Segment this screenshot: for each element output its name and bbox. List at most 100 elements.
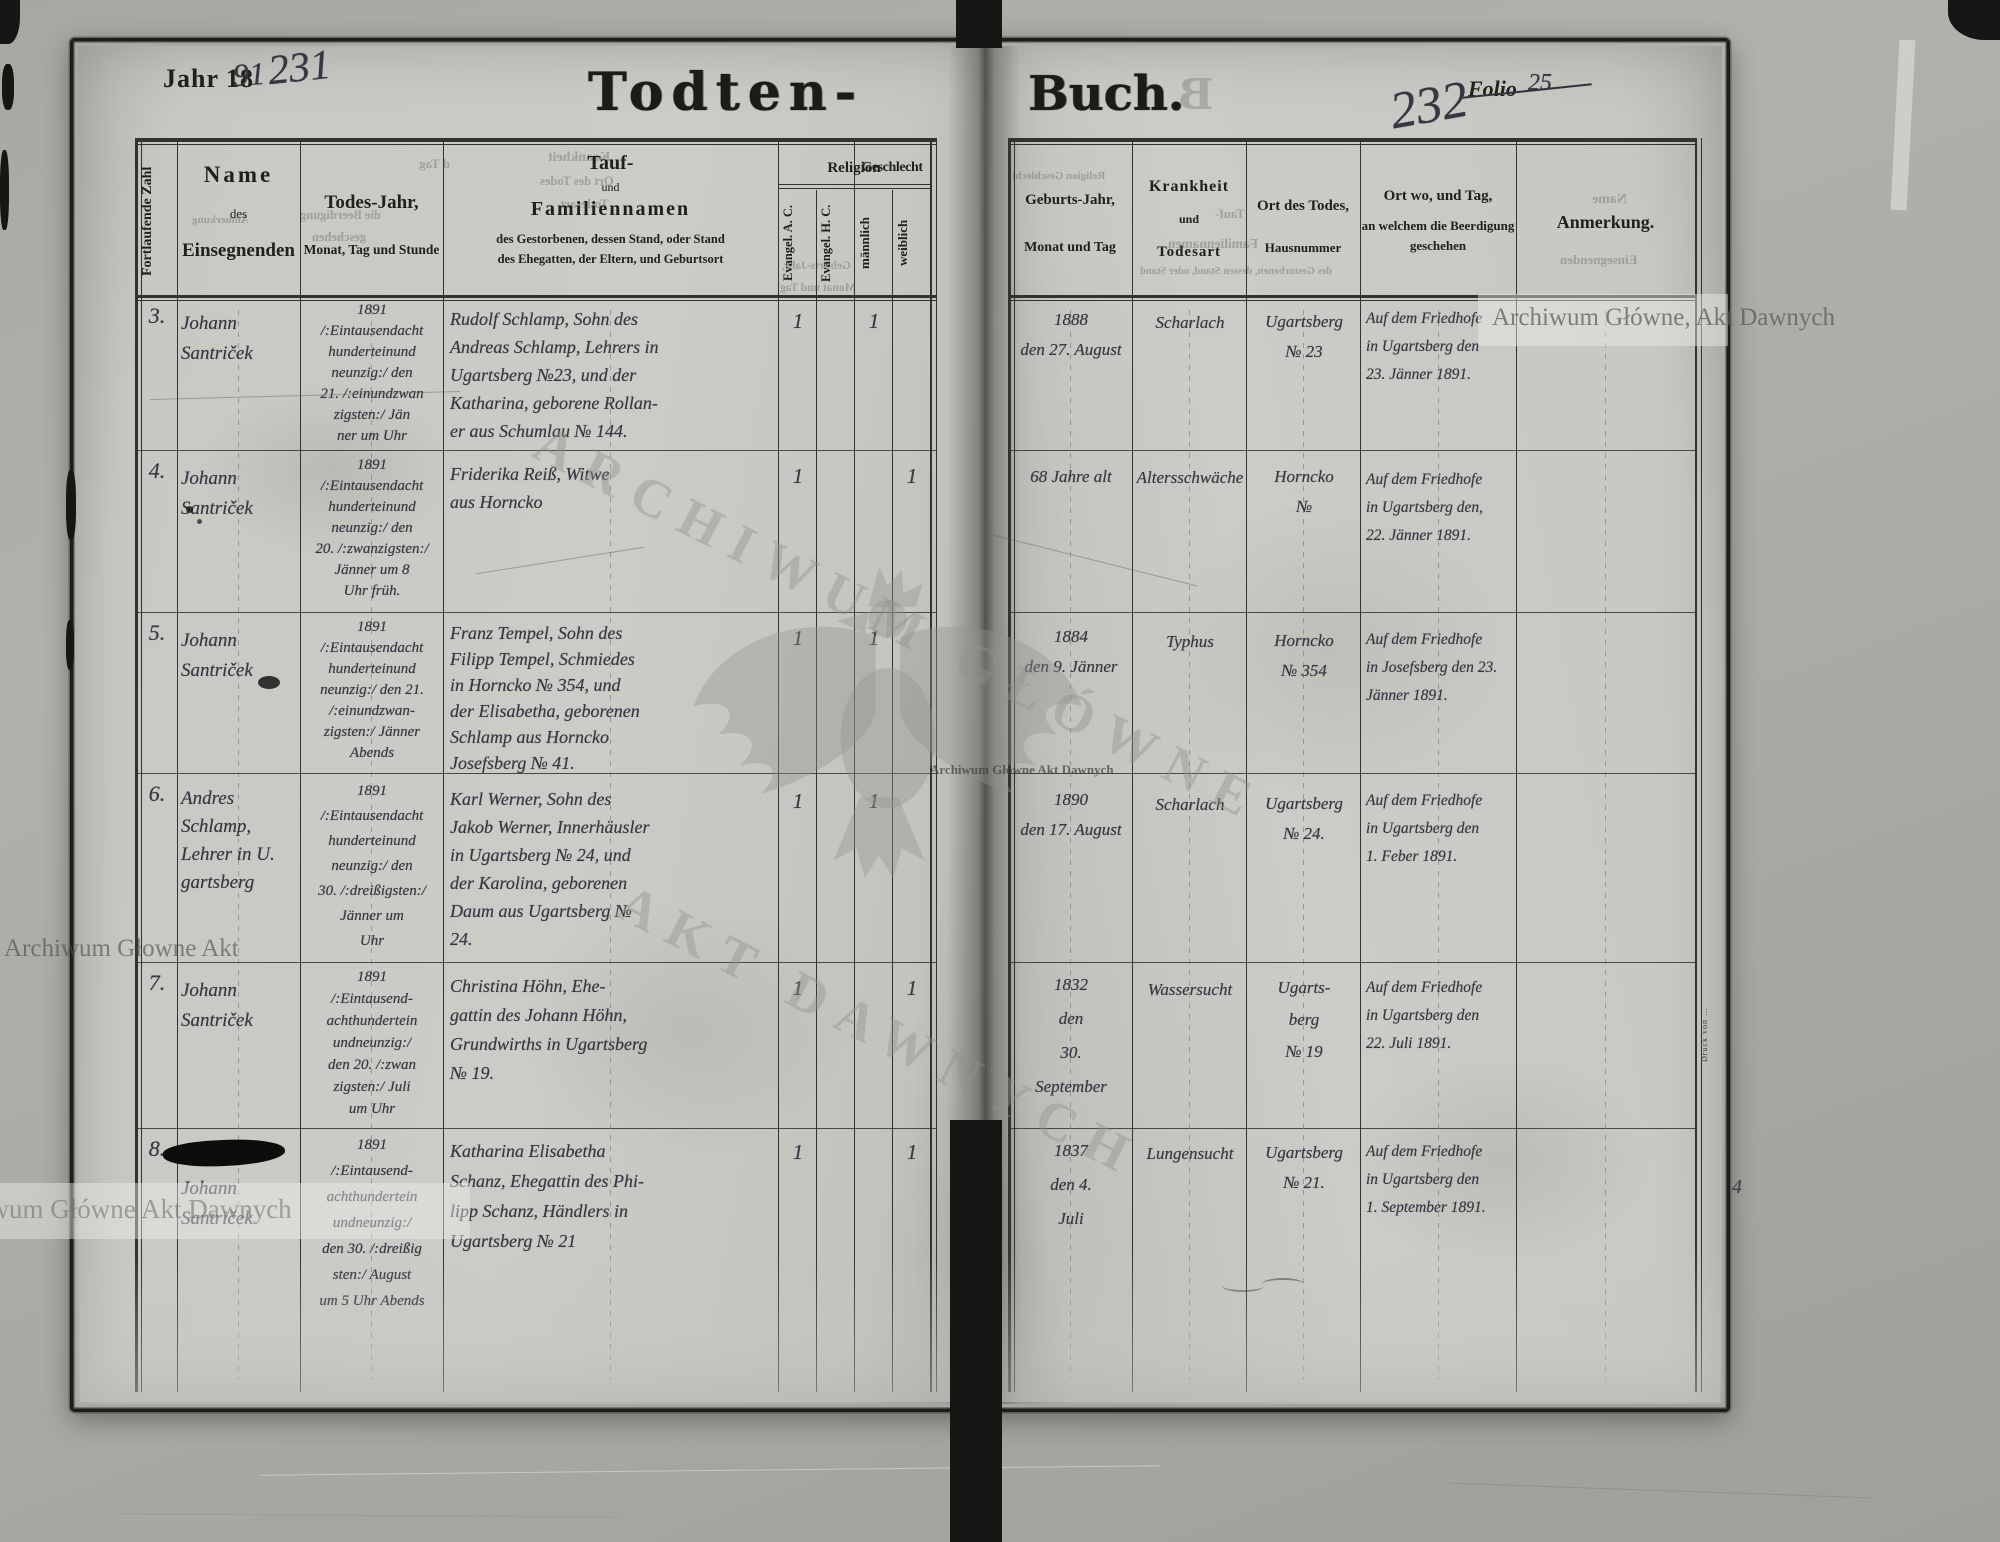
watermark-top-right: Archiwum Główne, Akt Dawnych bbox=[1492, 304, 1835, 331]
column-header-ort: Ort des Todes, bbox=[1256, 198, 1350, 214]
tick-evangel-ac: 1 bbox=[792, 464, 804, 488]
scan-edge-mark bbox=[2, 64, 14, 110]
cell-krankheit: Scharlach bbox=[1155, 795, 1225, 814]
column-header-zahl: Fortlaufende Zahl bbox=[140, 166, 155, 276]
cell-geburtsdatum: 1888 den 27. August bbox=[1020, 310, 1122, 359]
tick-maennlich: 1 bbox=[868, 309, 880, 333]
table-rule bbox=[1008, 962, 1695, 964]
scan-edge-mark bbox=[0, 150, 9, 230]
cell-ort-des-todes: Horncko № bbox=[1274, 467, 1334, 516]
cell-krankheit: Wassersucht bbox=[1147, 980, 1233, 999]
ghost-text: Religion Geschlecht bbox=[1012, 170, 1106, 182]
table-rule bbox=[135, 450, 936, 452]
column-header-ehegatten: des Ehegatten, der Eltern, und Geburtsor… bbox=[497, 252, 724, 266]
column-header-name: Name bbox=[203, 162, 274, 187]
table-rule bbox=[1516, 138, 1518, 1392]
table-rule bbox=[1008, 138, 1695, 142]
tick-weiblich: 1 bbox=[906, 1140, 918, 1164]
cell-todesdatum: 1891 /:Eintausendacht hunderteinund neun… bbox=[320, 619, 424, 761]
table-rule bbox=[443, 138, 445, 1392]
cell-krankheit: Lungensucht bbox=[1146, 1144, 1234, 1163]
cell-verstorbener: Karl Werner, Sohn des Jakob Werner, Inne… bbox=[450, 789, 650, 949]
watermark-box bbox=[0, 1183, 470, 1239]
title-right: Buch. bbox=[1028, 66, 1185, 122]
cell-einsegnender: Johann Santriček bbox=[181, 980, 253, 1031]
cell-verstorbener: Rudolf Schlamp, Sohn des Andreas Schlamp… bbox=[450, 309, 659, 441]
column-header-beerdigung-sub2: geschehen bbox=[1409, 238, 1467, 253]
column-guide bbox=[610, 310, 611, 1380]
page-bottom-fade bbox=[80, 1250, 1720, 1402]
cell-geburtsdatum: 1890 den 17. August bbox=[1020, 790, 1122, 839]
row-number: 3. bbox=[148, 303, 166, 328]
table-rule bbox=[1008, 612, 1695, 614]
column-header-einsegnenden: Einsegnenden bbox=[182, 240, 295, 261]
title-bleed-ghost: B bbox=[1178, 70, 1214, 119]
column-header-evangel-hc: Evangel. H. C. bbox=[819, 204, 833, 282]
table-rule bbox=[135, 300, 936, 301]
row-number: 8. bbox=[148, 1136, 166, 1161]
ink-blot bbox=[258, 676, 280, 689]
scan-scratch bbox=[1890, 39, 1916, 211]
ghost-text: Einsegnenden bbox=[1560, 252, 1638, 267]
column-header-krankheit-und: und bbox=[1178, 212, 1200, 226]
column-header-todesjahr-sub: Monat, Tag und Stunde bbox=[303, 242, 440, 257]
column-header-krankheit: Krankheit bbox=[1148, 178, 1230, 195]
ink-spot bbox=[197, 519, 202, 524]
table-rule bbox=[854, 138, 856, 1392]
cell-einsegnender: Johann Santriček bbox=[181, 313, 253, 364]
scan-corner-mark bbox=[1948, 0, 2000, 40]
table-rule bbox=[892, 190, 894, 1392]
row-number: 7. bbox=[148, 970, 166, 995]
column-header-beerdigung: Ort wo, und Tag, bbox=[1383, 188, 1493, 204]
year-label: Jahr 18 bbox=[163, 64, 255, 93]
right-page bbox=[1002, 46, 1722, 1404]
tick-evangel-ac: 1 bbox=[792, 976, 804, 1000]
tick-evangel-ac: 1 bbox=[792, 309, 804, 333]
column-header-gestorbenen: des Gestorbenen, dessen Stand, oder Stan… bbox=[496, 232, 725, 246]
cell-ort-des-todes: Ugartsberg № 24. bbox=[1265, 794, 1343, 843]
table-rule bbox=[1701, 138, 1702, 1392]
column-header-hausnummer: Hausnummer bbox=[1264, 240, 1342, 255]
cell-krankheit: Scharlach bbox=[1155, 313, 1225, 332]
cell-ort-des-todes: Horncko № 354 bbox=[1274, 631, 1334, 680]
cell-todesdatum: 1891 /:Eintausendacht hunderteinund neun… bbox=[315, 457, 429, 599]
column-header-familiennamen: Familiennamen bbox=[530, 198, 691, 220]
tick-evangel-ac: 1 bbox=[792, 789, 804, 813]
title-left: Todten- bbox=[587, 62, 865, 123]
cell-beerdigung: Auf dem Friedhofe in Ugartsberg den 22. … bbox=[1366, 979, 1483, 1052]
column-guide bbox=[371, 310, 372, 1380]
column-guide bbox=[1605, 310, 1606, 1380]
cell-krankheit: Typhus bbox=[1166, 632, 1214, 651]
column-header-name-des: des bbox=[229, 206, 248, 221]
binding-tape-top bbox=[956, 0, 1002, 48]
table-rule bbox=[1008, 773, 1695, 775]
binding-tape-bottom bbox=[950, 1120, 1002, 1542]
cell-verstorbener: Franz Tempel, Sohn des Filipp Tempel, Sc… bbox=[450, 623, 640, 773]
table-rule bbox=[1008, 1128, 1695, 1130]
scan-scratch bbox=[1450, 1482, 1870, 1499]
table-rule bbox=[135, 773, 936, 775]
cell-beerdigung: Auf dem Friedhofe in Ugartsberg den 1. S… bbox=[1366, 1143, 1486, 1216]
table-rule bbox=[135, 144, 936, 146]
column-header-tauf: Tauf- bbox=[587, 152, 634, 174]
printer-imprint: Druck von … bbox=[1700, 1007, 1709, 1063]
table-rule bbox=[135, 1128, 936, 1130]
tick-evangel-ac: 1 bbox=[780, 626, 816, 651]
column-header-geburts-sub: Monat und Tag bbox=[1024, 240, 1116, 255]
row-number: 6. bbox=[148, 781, 166, 806]
tick-evangel-ac: 1 bbox=[792, 1140, 804, 1164]
column-header-tauf-und: und bbox=[601, 180, 620, 194]
watermark-bottom-left1: Archiwum Głowne Akt bbox=[4, 935, 239, 962]
column-header-geburts: Geburts-Jahr, bbox=[1025, 192, 1115, 208]
cell-todesdatum: 1891 /:Eintausend- achthundertein undneu… bbox=[326, 969, 418, 1117]
cell-todesdatum: 1891 /:Eintausendacht hunderteinund neun… bbox=[318, 783, 426, 949]
column-guide bbox=[238, 310, 239, 1380]
column-guide bbox=[1303, 310, 1304, 1380]
row-number: 4. bbox=[148, 458, 166, 483]
cell-verstorbener: Friderika Reiß, Witwe aus Horncko bbox=[450, 464, 610, 512]
scan-edge-mark bbox=[0, 0, 20, 44]
table-rule bbox=[778, 138, 780, 1392]
cell-geburtsdatum: 1837 den 4. Juli bbox=[1050, 1141, 1092, 1228]
spine-edge-mark bbox=[66, 470, 76, 540]
